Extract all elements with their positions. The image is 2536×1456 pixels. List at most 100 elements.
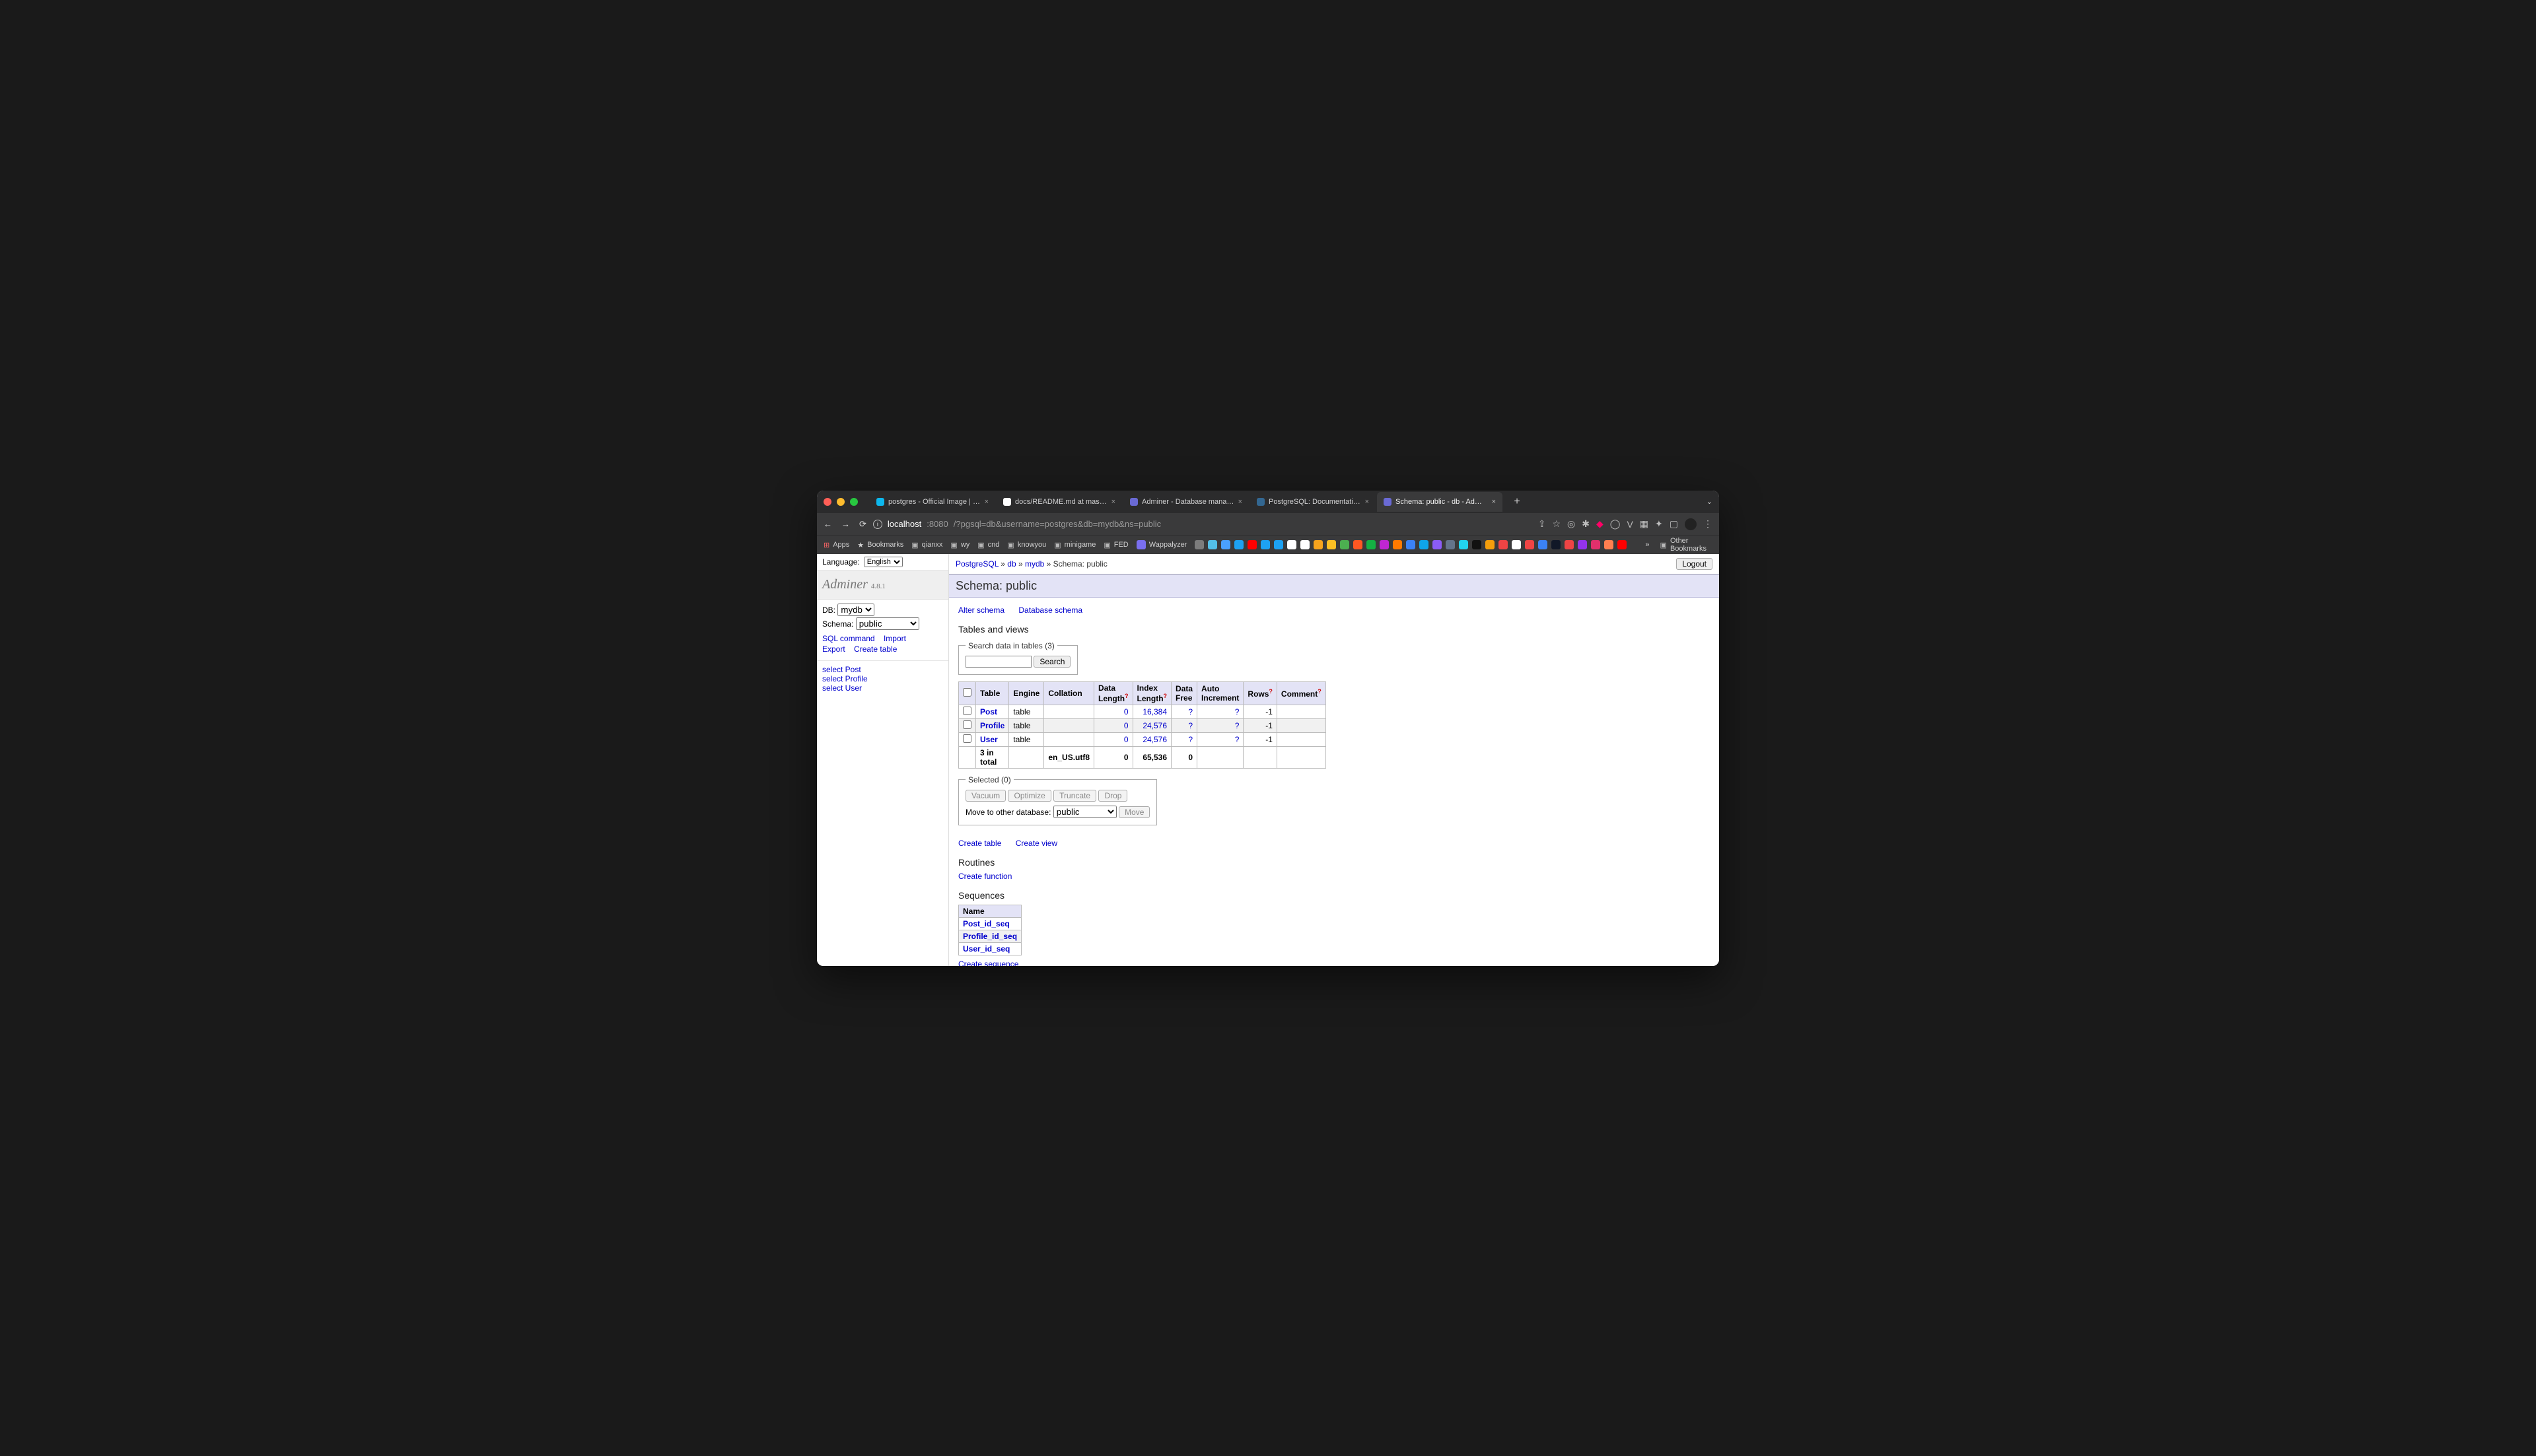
alter-schema-link[interactable]: Alter schema — [958, 606, 1004, 615]
browser-tab[interactable]: docs/README.md at master · c × — [997, 492, 1122, 512]
bookmarks-overflow-icon[interactable]: » — [1642, 541, 1652, 549]
extensions-puzzle-icon[interactable]: ✦ — [1655, 518, 1663, 530]
row-checkbox[interactable] — [963, 707, 971, 715]
bookmark-icon[interactable] — [1538, 540, 1547, 549]
bookmark-item[interactable]: ▣cnd — [977, 541, 999, 549]
extension-icon[interactable]: V — [1627, 519, 1633, 530]
truncate-button[interactable]: Truncate — [1053, 790, 1096, 802]
search-button[interactable]: Search — [1034, 656, 1071, 668]
col-header[interactable]: Comment? — [1277, 681, 1325, 705]
col-header[interactable]: Engine — [1009, 681, 1044, 705]
bookmark-icon[interactable] — [1419, 540, 1428, 549]
row-checkbox[interactable] — [963, 720, 971, 729]
bookmark-icon[interactable] — [1432, 540, 1442, 549]
close-window-icon[interactable] — [824, 498, 831, 506]
browser-tab[interactable]: Adminer - Database managem × — [1123, 492, 1249, 512]
move-button[interactable]: Move — [1119, 806, 1150, 818]
browser-tab[interactable]: Schema: public - db - Adminer × — [1377, 492, 1502, 512]
sequence-link[interactable]: Profile_id_seq — [963, 932, 1017, 941]
bookmark-icon[interactable] — [1472, 540, 1481, 549]
extension-icon[interactable]: ▦ — [1640, 518, 1648, 530]
chrome-menu-icon[interactable]: ⋮ — [1703, 518, 1712, 530]
col-header[interactable]: Table — [976, 681, 1009, 705]
bookmark-item[interactable]: ▣qianxx — [911, 541, 942, 549]
sidebar-select-link[interactable]: select Profile — [822, 674, 943, 683]
new-tab-button[interactable]: + — [1509, 494, 1525, 510]
bookmark-item[interactable]: ⊞Apps — [824, 541, 849, 549]
bookmark-icon[interactable] — [1261, 540, 1270, 549]
crumb-db[interactable]: mydb — [1025, 559, 1044, 569]
browser-tab[interactable]: postgres - Official Image | Doc × — [870, 492, 995, 512]
col-header[interactable]: Collation — [1044, 681, 1094, 705]
bookmark-icon[interactable] — [1287, 540, 1296, 549]
bookmark-icon[interactable] — [1340, 540, 1349, 549]
extension-icon[interactable]: ▢ — [1670, 518, 1678, 530]
profile-avatar-icon[interactable] — [1685, 518, 1697, 530]
bookmark-wappalyzer[interactable]: Wappalyzer — [1137, 540, 1187, 549]
bookmark-icon[interactable] — [1604, 540, 1613, 549]
tab-close-icon[interactable]: × — [1492, 498, 1496, 506]
bookmark-icon[interactable] — [1578, 540, 1587, 549]
bookmark-icon[interactable] — [1406, 540, 1415, 549]
export-link[interactable]: Export — [822, 644, 845, 654]
create-table-link[interactable]: Create table — [854, 644, 897, 654]
bookmark-icon[interactable] — [1366, 540, 1376, 549]
tab-close-icon[interactable]: × — [985, 498, 989, 506]
url-bar[interactable]: i localhost:8080/?pgsql=db&username=post… — [873, 516, 1532, 532]
sidebar-select-link[interactable]: select Post — [822, 665, 943, 674]
col-header[interactable]: Rows? — [1244, 681, 1277, 705]
col-header[interactable]: Data Free — [1172, 681, 1197, 705]
bookmark-item[interactable]: ▣minigame — [1054, 541, 1096, 549]
drop-button[interactable]: Drop — [1098, 790, 1127, 802]
bookmark-icon[interactable] — [1248, 540, 1257, 549]
extension-icon[interactable]: ◎ — [1567, 518, 1575, 530]
share-icon[interactable]: ⇪ — [1538, 518, 1546, 530]
other-bookmarks-folder[interactable]: ▣ Other Bookmarks — [1660, 537, 1712, 553]
row-checkbox[interactable] — [963, 734, 971, 743]
bookmark-icon[interactable] — [1512, 540, 1521, 549]
nav-back-icon[interactable]: ← — [824, 519, 832, 529]
minimize-window-icon[interactable] — [837, 498, 845, 506]
extension-icon[interactable]: ✱ — [1582, 518, 1590, 530]
table-link[interactable]: Post — [980, 707, 997, 716]
vacuum-button[interactable]: Vacuum — [966, 790, 1006, 802]
sequence-link[interactable]: Post_id_seq — [963, 919, 1010, 928]
db-select[interactable]: mydb — [837, 604, 874, 616]
bookmark-item[interactable]: ★Bookmarks — [857, 541, 903, 549]
language-select[interactable]: English — [864, 557, 903, 567]
table-link[interactable]: Profile — [980, 721, 1004, 730]
site-info-icon[interactable]: i — [873, 520, 882, 529]
crumb-driver[interactable]: PostgreSQL — [956, 559, 999, 569]
bookmark-item[interactable]: ▣knowyou — [1007, 541, 1046, 549]
extension-icon[interactable]: ◯ — [1610, 518, 1621, 530]
bookmark-icon[interactable] — [1446, 540, 1455, 549]
bookmark-icon[interactable] — [1353, 540, 1362, 549]
bookmark-icon[interactable] — [1617, 540, 1627, 549]
bookmark-icon[interactable] — [1208, 540, 1217, 549]
bookmark-icon[interactable] — [1591, 540, 1600, 549]
nav-reload-icon[interactable]: ⟳ — [859, 519, 866, 530]
bookmark-item[interactable]: ▣wy — [950, 541, 969, 549]
sidebar-select-link[interactable]: select User — [822, 683, 943, 693]
bookmark-item[interactable]: ▣FED — [1104, 541, 1128, 549]
import-link[interactable]: Import — [884, 634, 906, 643]
move-db-select[interactable]: public — [1053, 806, 1117, 818]
tabs-overflow-icon[interactable]: ⌄ — [1707, 497, 1712, 506]
extension-icon[interactable]: ◆ — [1596, 518, 1603, 530]
bookmark-icon[interactable] — [1498, 540, 1508, 549]
tab-close-icon[interactable]: × — [1365, 498, 1369, 506]
nav-forward-icon[interactable]: → — [841, 519, 850, 529]
table-link[interactable]: User — [980, 735, 998, 744]
create-function-link[interactable]: Create function — [958, 872, 1012, 881]
bookmark-icon[interactable] — [1393, 540, 1402, 549]
optimize-button[interactable]: Optimize — [1008, 790, 1051, 802]
bookmark-icon[interactable] — [1459, 540, 1468, 549]
tab-close-icon[interactable]: × — [1111, 498, 1115, 506]
maximize-window-icon[interactable] — [850, 498, 858, 506]
bookmark-icon[interactable] — [1234, 540, 1244, 549]
col-header[interactable]: Data Length? — [1094, 681, 1133, 705]
col-header[interactable]: Index Length? — [1133, 681, 1171, 705]
bookmark-icon[interactable] — [1380, 540, 1389, 549]
bookmark-icon[interactable] — [1565, 540, 1574, 549]
col-header[interactable]: Auto Increment — [1197, 681, 1244, 705]
